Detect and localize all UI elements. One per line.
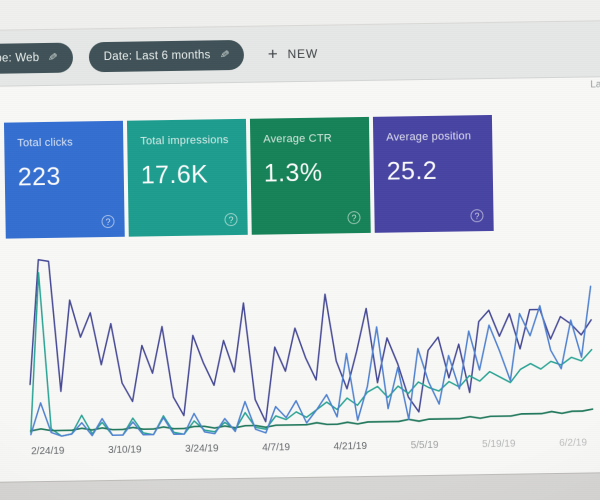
- chart-line-average-position: [29, 258, 592, 423]
- filter-chip-search-type[interactable]: type: Web ✎: [0, 42, 73, 74]
- pencil-icon: ✎: [47, 51, 59, 65]
- metric-card-total-impressions[interactable]: Total impressions 17.6K ?: [126, 118, 248, 237]
- metric-card-average-ctr[interactable]: Average CTR 1.3% ?: [249, 116, 371, 235]
- help-icon[interactable]: ?: [470, 209, 484, 223]
- metric-card-average-position[interactable]: Average position 25.2 ?: [372, 114, 494, 233]
- performance-line-chart: [28, 245, 594, 440]
- x-axis-label: 4/21/19: [333, 440, 368, 453]
- chart-lines-svg: [29, 258, 594, 437]
- chip-label: Date: Last 6 months: [103, 48, 211, 63]
- chip-label: type: Web: [0, 51, 40, 65]
- metric-value: 223: [17, 162, 61, 192]
- metric-cards-row: Total clicks 223 ? Total impressions 17.…: [3, 114, 494, 239]
- filter-toolbar: type: Web ✎ Date: Last 6 months ✎ + NEW: [0, 21, 600, 87]
- metric-label: Total impressions: [140, 134, 229, 148]
- new-filter-label: NEW: [287, 46, 319, 61]
- x-axis-label: 3/24/19: [185, 443, 219, 455]
- metric-label: Average position: [386, 130, 472, 144]
- x-axis-label: 5/5/19: [410, 439, 439, 452]
- filter-chip-date-range[interactable]: Date: Last 6 months ✎: [88, 39, 245, 72]
- help-icon[interactable]: ?: [347, 211, 361, 225]
- metric-value: 17.6K: [140, 160, 209, 190]
- truncated-last-updated-text: La: [590, 79, 600, 91]
- metric-label: Average CTR: [263, 132, 332, 146]
- new-filter-button[interactable]: + NEW: [267, 44, 319, 64]
- x-axis-labels: 2/24/19 3/10/19 3/24/19 4/7/19 4/21/19 5/5/19…: [31, 438, 587, 458]
- chart-line-total-impressions: [30, 271, 593, 437]
- x-axis-label: 5/19/19: [482, 438, 516, 451]
- help-icon[interactable]: ?: [101, 214, 115, 229]
- x-axis-label: 6/2/19: [559, 437, 588, 449]
- help-icon[interactable]: ?: [224, 212, 238, 227]
- metric-label: Total clicks: [17, 136, 73, 150]
- plus-icon: +: [267, 44, 279, 64]
- metric-value: 25.2: [386, 156, 438, 186]
- chart-line-total-clicks: [30, 285, 592, 437]
- x-axis-label: 4/7/19: [262, 442, 291, 454]
- metric-card-total-clicks[interactable]: Total clicks 223 ?: [3, 120, 125, 239]
- pencil-icon: ✎: [218, 48, 230, 62]
- metric-value: 1.3%: [263, 158, 323, 188]
- x-axis-label: 3/10/19: [108, 444, 142, 457]
- x-axis-label: 2/24/19: [31, 445, 65, 458]
- performance-report-card: La Total clicks 223 ? Total impressions …: [0, 77, 600, 483]
- chart-line-average-ctr: [29, 408, 594, 432]
